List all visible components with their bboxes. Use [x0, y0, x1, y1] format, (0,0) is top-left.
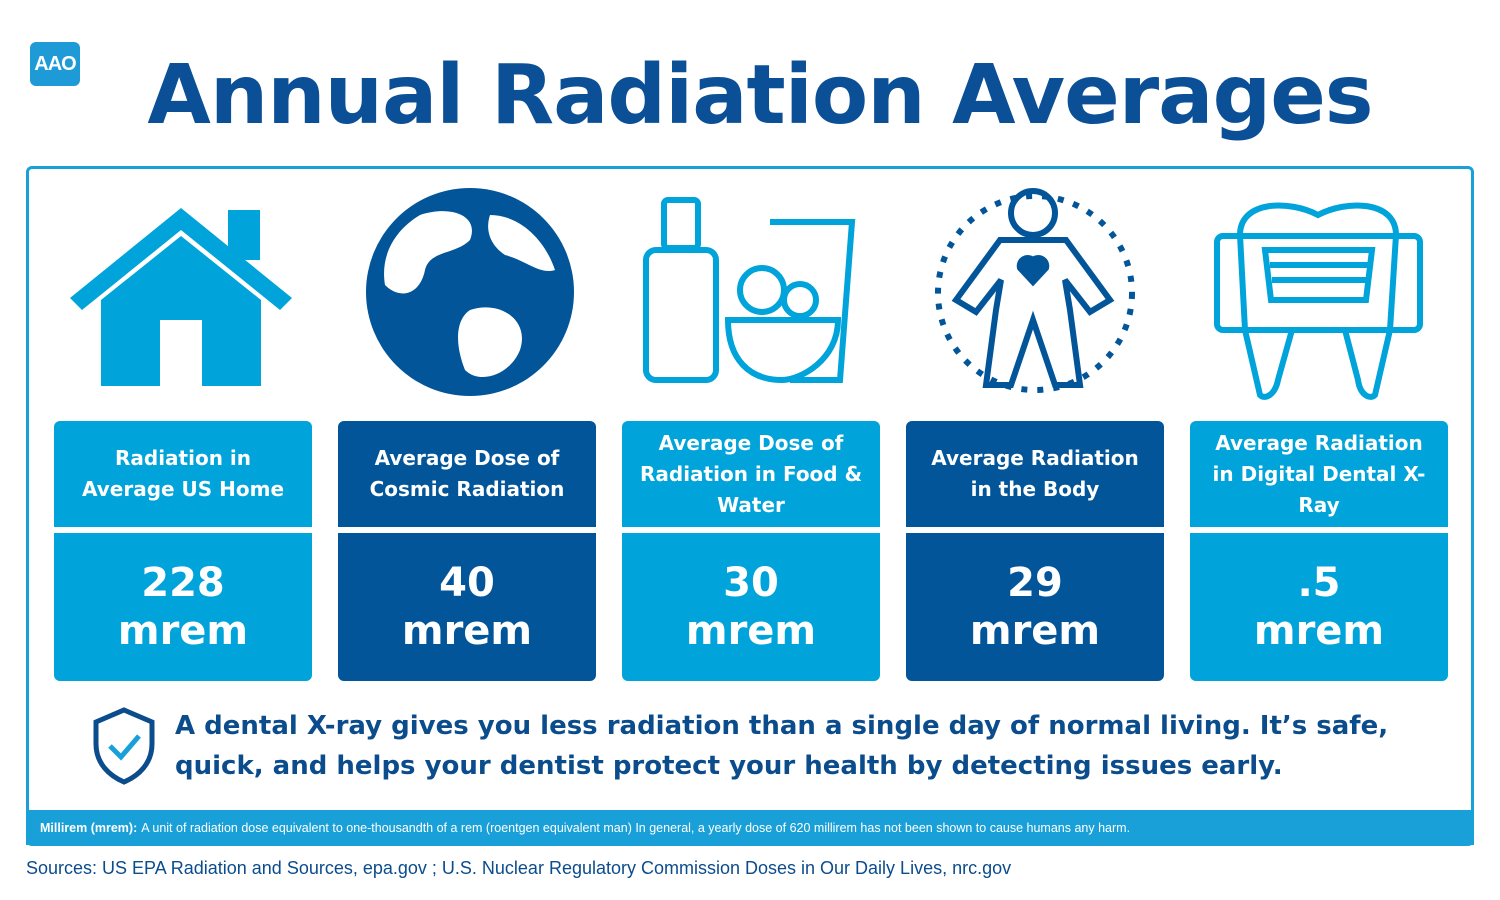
card-value-box: 29 mrem — [906, 533, 1164, 681]
card-unit: mrem — [969, 608, 1101, 654]
food-icon — [643, 197, 856, 384]
card-label: Average Dose of Cosmic Radiation — [338, 421, 596, 527]
card-unit: mrem — [401, 608, 533, 654]
card-value: 29 — [1007, 560, 1063, 606]
stat-card: Average Radiation in Digital Dental X-Ra… — [1190, 421, 1448, 681]
shield-icon — [93, 707, 155, 785]
card-value-box: .5 mrem — [1190, 533, 1448, 681]
tooth-icon — [1214, 202, 1423, 400]
card-label: Average Radiation in the Body — [906, 421, 1164, 527]
house-icon — [70, 208, 292, 386]
icons — [70, 188, 1423, 400]
card-value: .5 — [1297, 560, 1341, 606]
card-value: 40 — [439, 560, 495, 606]
card-unit: mrem — [117, 608, 249, 654]
card-label: Average Radiation in Digital Dental X-Ra… — [1190, 421, 1448, 527]
stat-card: Average Dose of Radiation in Food & Wate… — [622, 421, 880, 681]
stat-card: Average Dose of Cosmic Radiation 40 mrem — [338, 421, 596, 681]
footnote: Millirem (mrem): A unit of radiation dose… — [26, 810, 1474, 845]
callout: A dental X-ray gives you less radiation … — [175, 711, 1389, 781]
title: Annual Radiation Averages — [147, 48, 1373, 143]
footnote-term: Millirem (mrem): — [40, 820, 138, 835]
footnote-definition: A unit of radiation dose equivalent to o… — [141, 820, 1131, 835]
card-value-box: 40 mrem — [338, 533, 596, 681]
logo: AAO — [30, 42, 80, 86]
card-value-box: 228 mrem — [54, 533, 312, 681]
card-label: Average Dose of Radiation in Food & Wate… — [622, 421, 880, 527]
card-value: 30 — [723, 560, 779, 606]
globe-icon — [366, 188, 574, 396]
sources: Sources: US EPA Radiation and Sources, e… — [26, 858, 1012, 878]
card-label: Radiation in Average US Home — [54, 421, 312, 527]
card-value-box: 30 mrem — [622, 533, 880, 681]
card-unit: mrem — [685, 608, 817, 654]
stat-card: Radiation in Average US Home 228 mrem — [54, 421, 312, 681]
body-icon — [935, 188, 1135, 393]
card-unit: mrem — [1253, 608, 1385, 654]
card-value: 228 — [141, 560, 225, 606]
stat-card: Average Radiation in the Body 29 mrem — [906, 421, 1164, 681]
